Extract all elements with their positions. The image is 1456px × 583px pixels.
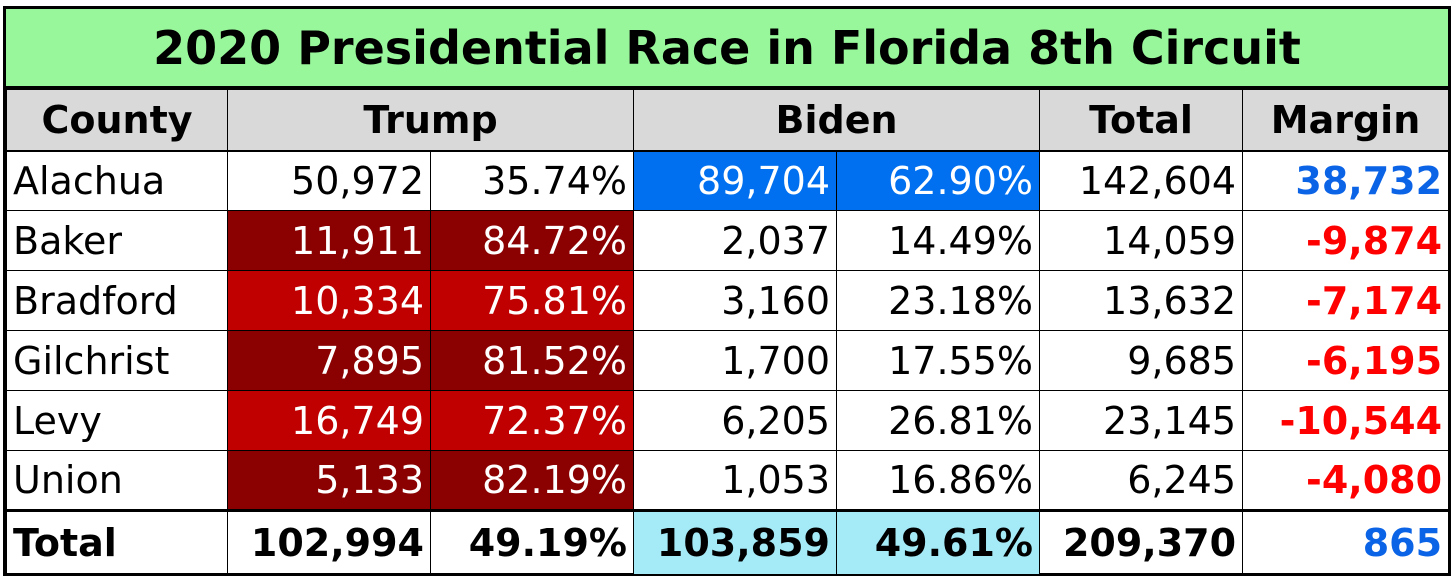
biden-votes-cell: 1,053 xyxy=(633,450,837,511)
totals-row: Total 102,994 49.19% 103,859 49.61% 209,… xyxy=(6,509,1450,575)
table-row: Baker 11,911 84.72% 2,037 14.49% 14,059 … xyxy=(6,210,1450,271)
biden-votes-cell: 3,160 xyxy=(633,270,837,331)
table-row: Levy 16,749 72.37% 6,205 26.81% 23,145 -… xyxy=(6,390,1450,451)
totals-trump-votes: 102,994 xyxy=(227,509,431,575)
trump-votes-cell: 50,972 xyxy=(227,150,431,211)
trump-votes-cell: 16,749 xyxy=(227,390,431,451)
county-cell: Baker xyxy=(6,210,228,271)
biden-pct-cell: 26.81% xyxy=(835,390,1041,451)
table-row: Alachua 50,972 35.74% 89,704 62.90% 142,… xyxy=(6,150,1450,211)
table-row: Gilchrist 7,895 81.52% 1,700 17.55% 9,68… xyxy=(6,330,1450,391)
county-cell: Alachua xyxy=(6,150,228,211)
total-cell: 6,245 xyxy=(1039,450,1244,511)
header-total: Total xyxy=(1039,89,1244,152)
biden-pct-cell: 16.86% xyxy=(835,450,1041,511)
biden-pct-cell: 14.49% xyxy=(835,210,1041,271)
county-cell: Union xyxy=(6,450,228,511)
results-table: County Trump Biden Total Margin Alachua … xyxy=(6,89,1450,575)
margin-cell: -4,080 xyxy=(1242,450,1450,511)
sheet-title: 2020 Presidential Race in Florida 8th Ci… xyxy=(6,9,1448,89)
total-cell: 14,059 xyxy=(1039,210,1244,271)
total-cell: 142,604 xyxy=(1039,150,1244,211)
header-biden: Biden xyxy=(632,89,1041,152)
header-county: County xyxy=(6,89,228,152)
total-cell: 23,145 xyxy=(1039,390,1244,451)
header-row: County Trump Biden Total Margin xyxy=(6,89,1450,152)
margin-cell: -10,544 xyxy=(1242,390,1450,451)
biden-votes-cell: 89,704 xyxy=(633,150,837,211)
margin-cell: -7,174 xyxy=(1242,270,1450,331)
header-trump: Trump xyxy=(227,89,634,152)
totals-label: Total xyxy=(6,509,228,575)
biden-pct-cell: 62.90% xyxy=(835,150,1041,211)
totals-biden-votes: 103,859 xyxy=(633,509,837,575)
biden-pct-cell: 23.18% xyxy=(835,270,1041,331)
margin-cell: -9,874 xyxy=(1242,210,1450,271)
county-cell: Levy xyxy=(6,390,228,451)
county-cell: Gilchrist xyxy=(6,330,228,391)
margin-cell: -6,195 xyxy=(1242,330,1450,391)
trump-pct-cell: 81.52% xyxy=(430,330,634,391)
results-sheet: 2020 Presidential Race in Florida 8th Ci… xyxy=(3,6,1451,576)
biden-votes-cell: 2,037 xyxy=(633,210,837,271)
total-cell: 13,632 xyxy=(1039,270,1244,331)
header-margin: Margin xyxy=(1242,89,1450,152)
biden-votes-cell: 1,700 xyxy=(633,330,837,391)
trump-pct-cell: 84.72% xyxy=(430,210,634,271)
trump-votes-cell: 10,334 xyxy=(227,270,431,331)
total-cell: 9,685 xyxy=(1039,330,1244,391)
trump-votes-cell: 11,911 xyxy=(227,210,431,271)
trump-votes-cell: 5,133 xyxy=(227,450,431,511)
totals-biden-pct: 49.61% xyxy=(835,509,1041,575)
trump-pct-cell: 82.19% xyxy=(430,450,634,511)
totals-total: 209,370 xyxy=(1039,509,1244,575)
county-cell: Bradford xyxy=(6,270,228,331)
margin-cell: 38,732 xyxy=(1242,150,1450,211)
trump-pct-cell: 35.74% xyxy=(430,150,634,211)
trump-votes-cell: 7,895 xyxy=(227,330,431,391)
totals-trump-pct: 49.19% xyxy=(430,509,634,575)
trump-pct-cell: 72.37% xyxy=(430,390,634,451)
biden-votes-cell: 6,205 xyxy=(633,390,837,451)
biden-pct-cell: 17.55% xyxy=(835,330,1041,391)
table-row: Bradford 10,334 75.81% 3,160 23.18% 13,6… xyxy=(6,270,1450,331)
trump-pct-cell: 75.81% xyxy=(430,270,634,331)
totals-margin: 865 xyxy=(1242,509,1450,575)
table-row: Union 5,133 82.19% 1,053 16.86% 6,245 -4… xyxy=(6,450,1450,511)
